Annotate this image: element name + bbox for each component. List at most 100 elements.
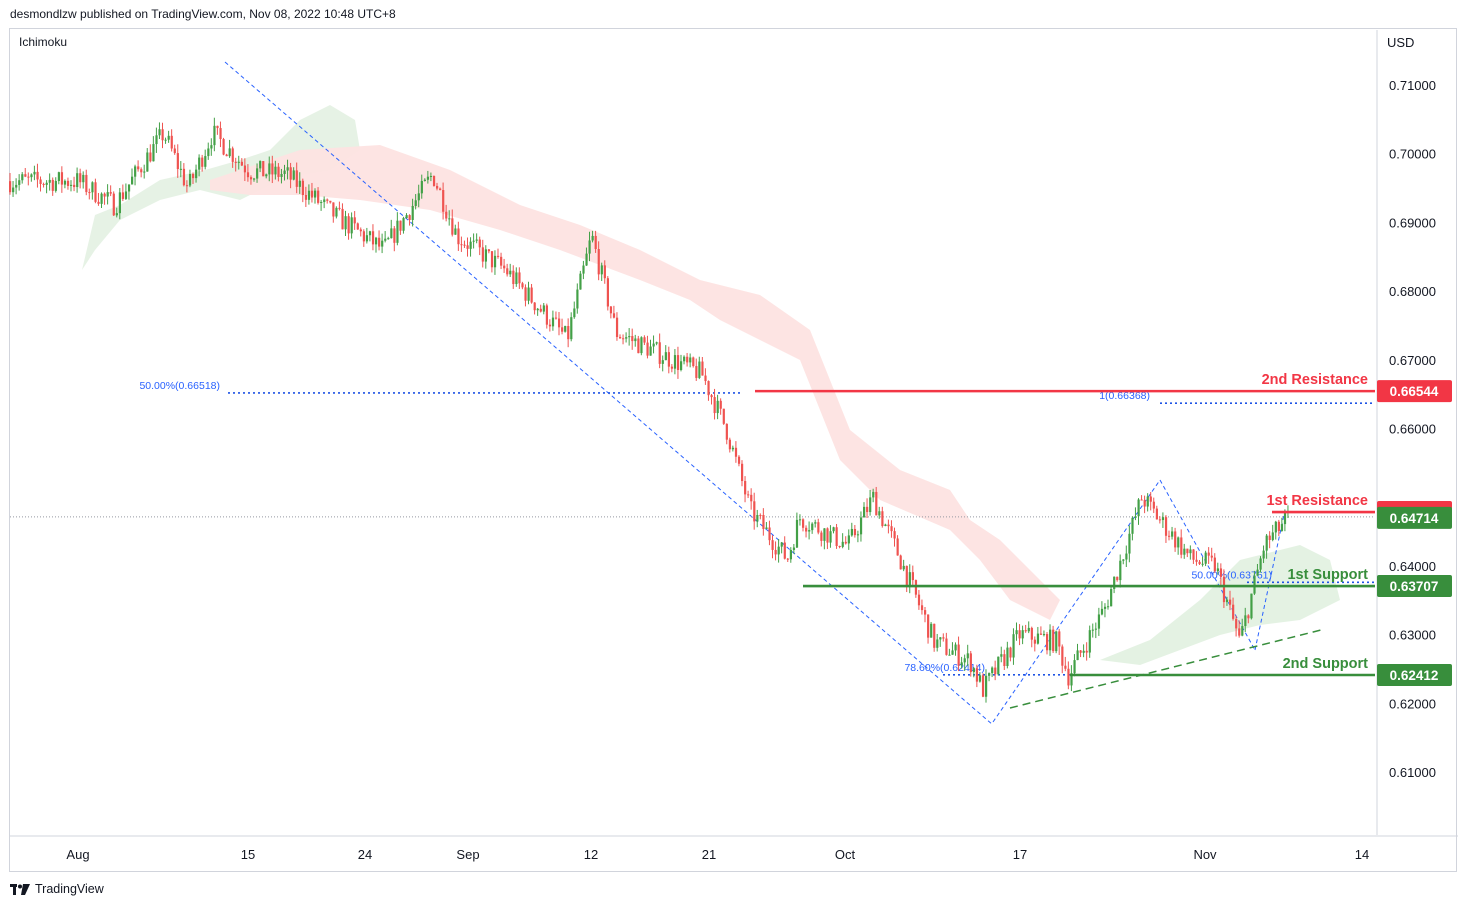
candle-body <box>978 675 982 682</box>
candle-body <box>432 175 436 186</box>
candle-body <box>985 675 988 697</box>
candle-body <box>1046 634 1049 651</box>
candle-body <box>1042 634 1046 636</box>
candle-body <box>698 361 701 378</box>
candle-body <box>869 497 872 513</box>
candle-body <box>722 408 725 424</box>
candle-body <box>378 237 381 247</box>
candle-body <box>686 356 689 363</box>
candle-body <box>9 181 12 193</box>
time-tick-label: 17 <box>1013 847 1027 862</box>
chart-frame <box>9 28 1457 872</box>
candle-body <box>393 228 396 243</box>
candle-body <box>933 623 936 648</box>
price-axis: 0.71000 0.70000 0.69000 0.68000 0.67000 0.660… <box>10 30 1458 837</box>
candle-body <box>597 249 600 275</box>
candle-body <box>1058 631 1061 647</box>
candle-body <box>368 231 372 236</box>
candle-body <box>289 167 292 180</box>
price-badge-box <box>1377 575 1452 598</box>
candle-body <box>341 208 344 230</box>
tradingview-logo-icon <box>10 883 30 895</box>
candle-body <box>1177 537 1180 548</box>
candle-body <box>277 166 280 177</box>
candle-body <box>423 179 426 181</box>
candle-body <box>286 167 289 171</box>
candle-body <box>853 528 857 536</box>
candle-body <box>1161 517 1165 521</box>
candle-body <box>994 667 997 675</box>
candle-body <box>1085 650 1088 653</box>
candle-body <box>484 249 487 262</box>
candle-body <box>942 637 945 639</box>
candle-body <box>1079 650 1082 653</box>
candle-body <box>689 357 692 363</box>
candle-body <box>216 125 219 129</box>
candle-body <box>832 527 835 532</box>
candle-body <box>683 356 686 362</box>
candle-body <box>149 152 152 162</box>
candle-body <box>750 494 753 502</box>
candle-body <box>137 166 140 170</box>
candle-body <box>390 228 393 239</box>
candle-body <box>777 546 780 555</box>
candle-body <box>1155 508 1158 520</box>
candle-body <box>231 148 234 162</box>
candle-body <box>521 283 524 288</box>
candle-body <box>887 524 890 527</box>
candle-body <box>1222 576 1226 603</box>
candle-body <box>192 173 195 179</box>
candle-body <box>695 366 698 378</box>
candle-body <box>115 213 118 216</box>
candle-body <box>1265 535 1268 551</box>
level-name-4: 2nd Support <box>1283 656 1369 672</box>
candle-body <box>161 129 164 141</box>
price-badge-text: 0.63707 <box>1390 579 1439 594</box>
candle-body <box>463 244 466 246</box>
indicator-label[interactable]: Ichimoku <box>19 35 67 49</box>
candle-body <box>1088 630 1091 653</box>
time-axis: Aug 15 24 Sep 12 21 Oct 17 Nov 14 <box>66 847 1369 862</box>
candle-body <box>45 182 48 185</box>
candle-body <box>1229 599 1232 605</box>
candle-body <box>347 216 350 234</box>
candle-body <box>1235 618 1238 629</box>
footer[interactable]: TradingView <box>10 880 104 898</box>
candle-body <box>783 542 786 559</box>
candle-body <box>18 180 21 185</box>
candle-body <box>103 193 106 197</box>
candle-body <box>945 638 948 655</box>
candle-body <box>649 346 652 356</box>
candle-body <box>198 157 201 170</box>
price-badge-text: 0.62412 <box>1390 668 1439 683</box>
candle-body <box>603 265 606 279</box>
candle-body <box>518 272 521 284</box>
candle-body <box>121 192 125 199</box>
candle-body <box>558 318 561 328</box>
candle-body <box>317 190 320 203</box>
levels-layer: 2nd Resistance 1st Resistance 1st Support 2… <box>755 372 1375 677</box>
candle-body <box>997 656 1000 675</box>
candle-body <box>637 338 640 354</box>
candle-body <box>716 400 719 414</box>
candle-body <box>963 658 966 663</box>
candle-body <box>731 447 735 450</box>
candle-body <box>472 240 475 242</box>
price-badge-box <box>1377 506 1452 529</box>
price-badge-4: 0.62412 <box>1377 663 1452 686</box>
candle-body <box>249 177 253 180</box>
candle-body <box>1146 496 1149 507</box>
candle-body <box>658 342 661 364</box>
candle-body <box>1103 606 1107 609</box>
price-tick-label: 0.64000 <box>1389 559 1436 574</box>
candle-body <box>917 594 921 606</box>
candle-body <box>741 463 744 482</box>
price-tick-label: 0.63000 <box>1389 628 1436 643</box>
candle-body <box>195 169 198 179</box>
candle-body <box>420 180 423 194</box>
candle-body <box>274 166 277 175</box>
candle-body <box>112 193 115 216</box>
candle-body <box>1033 639 1036 644</box>
candle-body <box>939 637 942 640</box>
